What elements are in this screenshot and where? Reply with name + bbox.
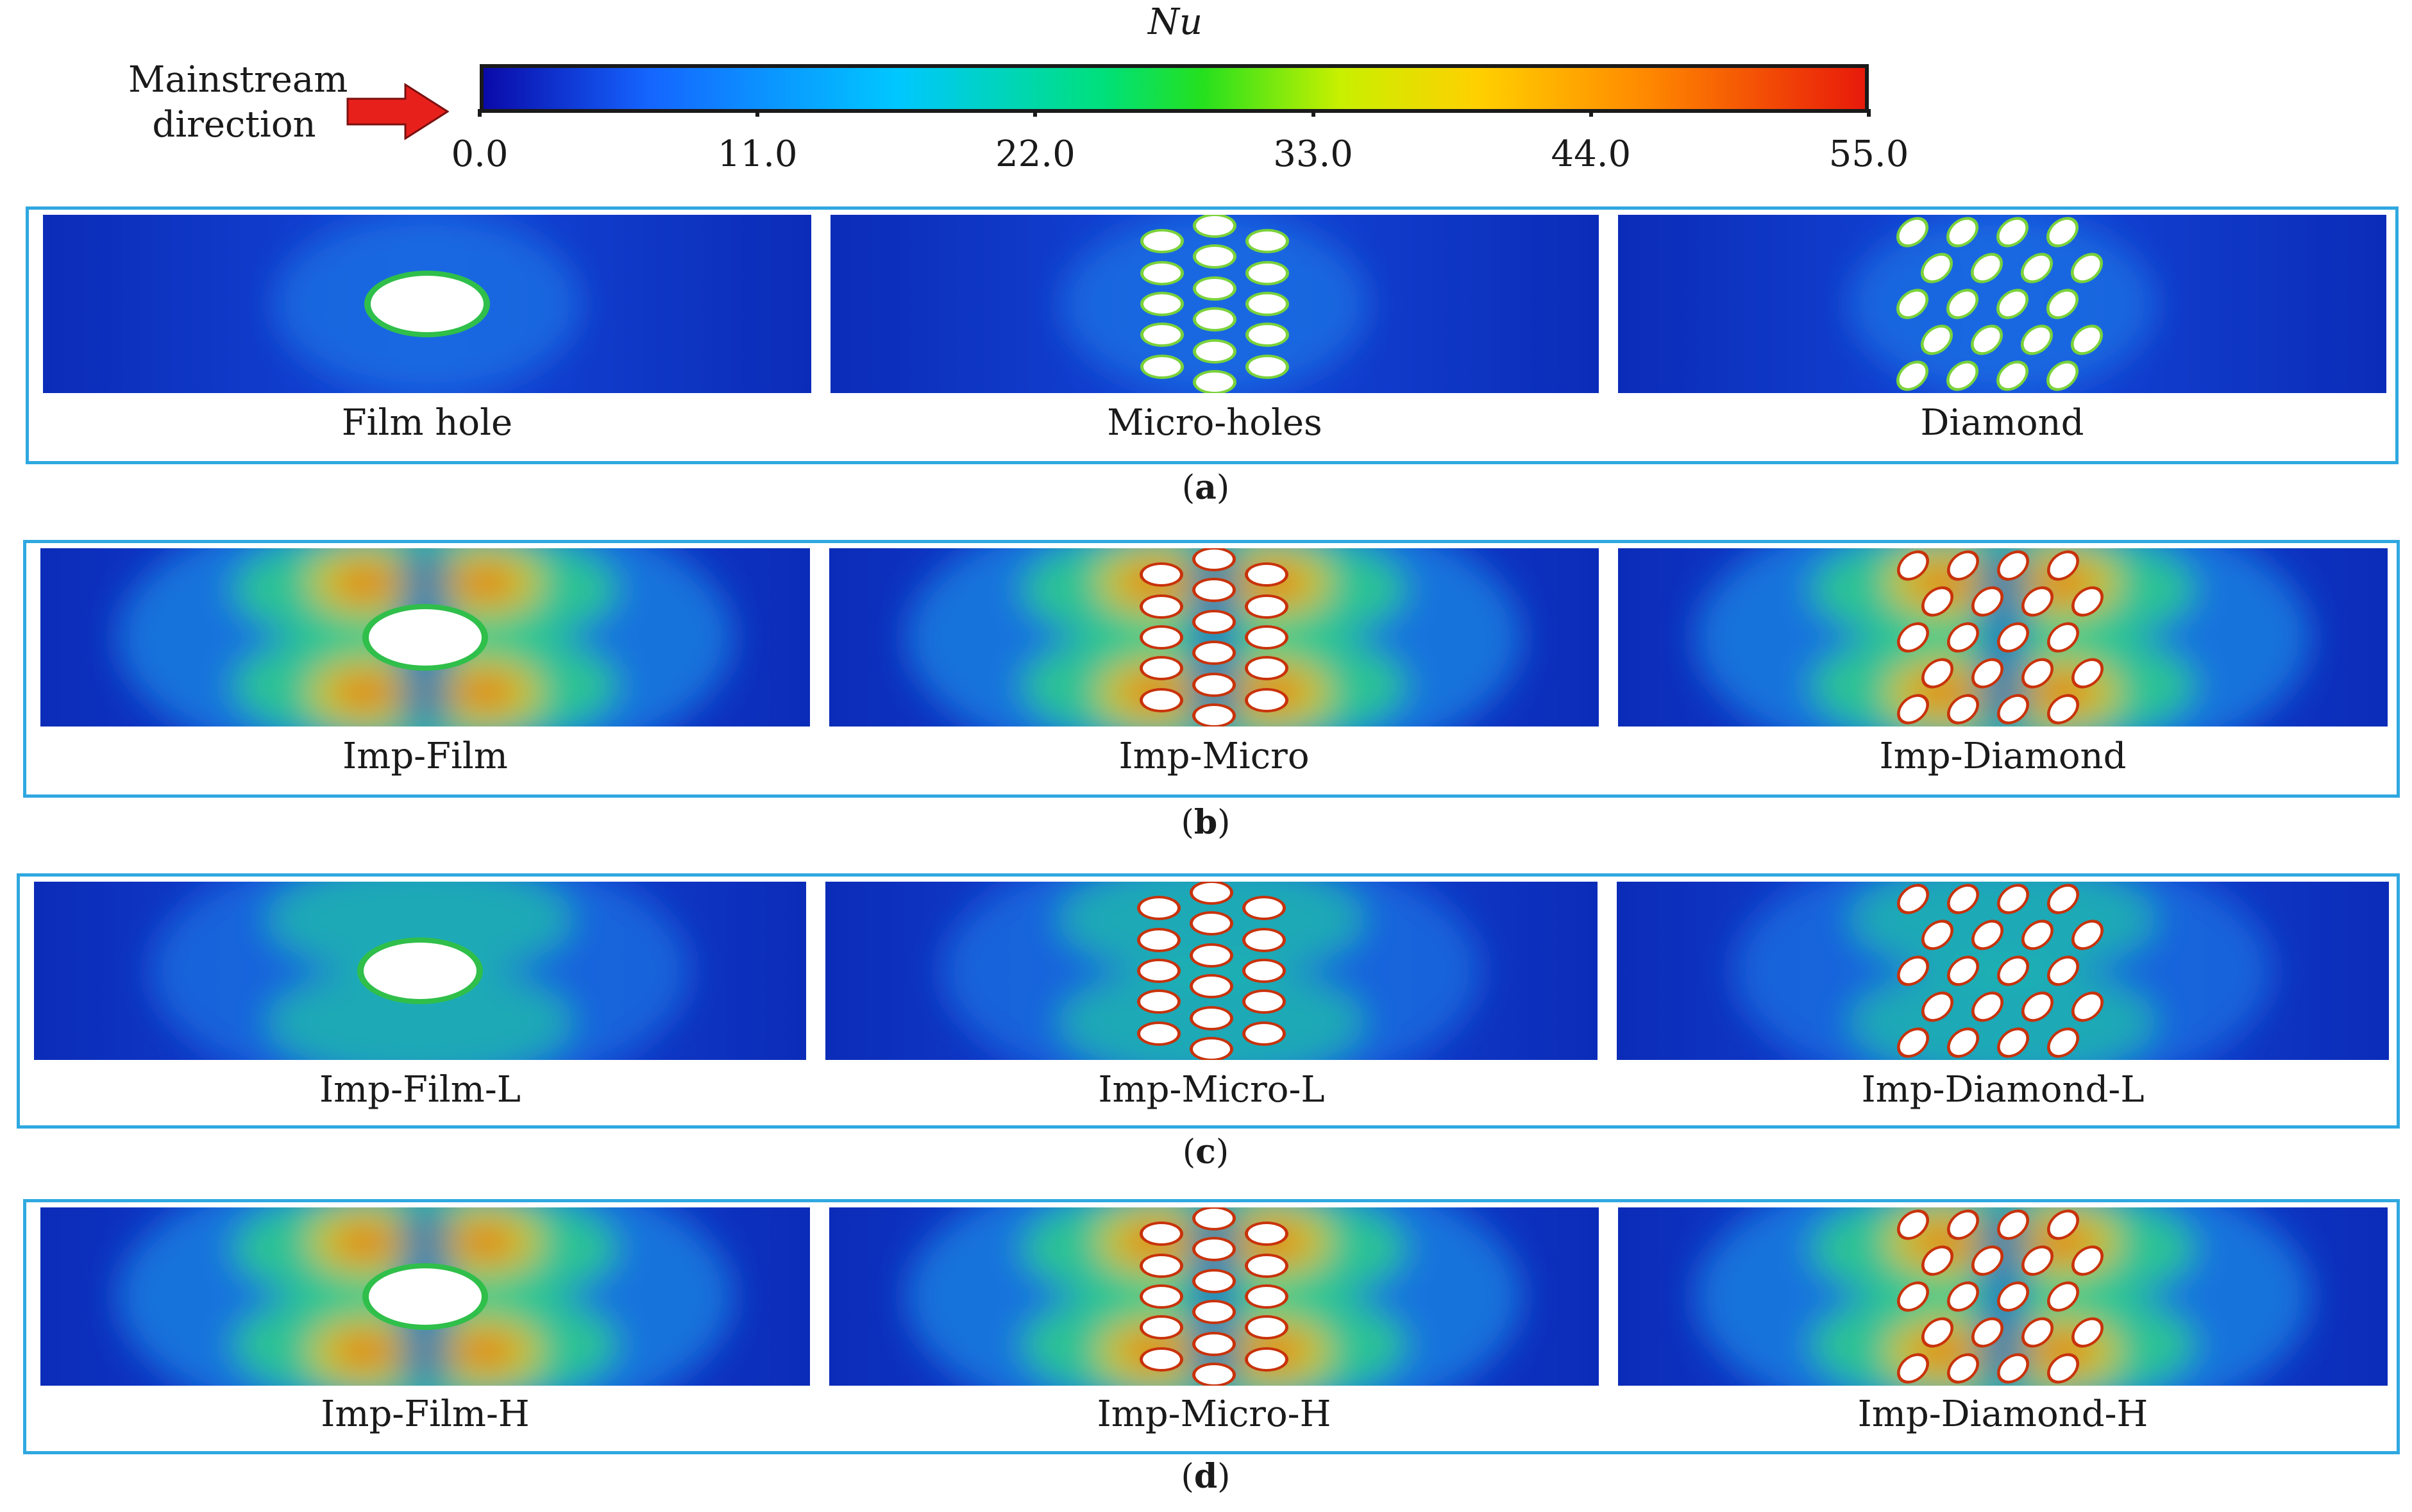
- colorbar-tick-label: 22.0: [995, 133, 1075, 175]
- panel-letter: d: [1193, 1457, 1218, 1496]
- colorbar-gradient: [480, 64, 1869, 113]
- nu-contour-field: [40, 1207, 810, 1386]
- case-label: Imp-Micro: [1118, 735, 1310, 777]
- colorbar-legend: Nu 0.0 11.0 22.0 33.0 44.0 55.0 Mainstream di…: [0, 0, 2412, 192]
- mainstream-arrow-icon: [346, 83, 449, 140]
- panel-caption: (d): [1181, 1457, 1231, 1496]
- case-micro: [829, 1207, 1599, 1386]
- nu-contour-field: [1618, 215, 2386, 393]
- panel-letter: b: [1193, 803, 1218, 842]
- case-label: Imp-Film-L: [319, 1069, 521, 1111]
- case-film: [40, 1207, 810, 1386]
- case-label: Imp-Micro-L: [1098, 1069, 1325, 1111]
- case-label: Diamond: [1920, 402, 2084, 444]
- colorbar-tick-mark: [1589, 109, 1593, 117]
- panel-caption: (b): [1181, 803, 1231, 842]
- case-label: Imp-Film-H: [321, 1393, 530, 1435]
- colorbar-tick-mark: [1033, 109, 1038, 117]
- colorbar-tick-label: 55.0: [1828, 133, 1909, 175]
- panel-caption: (a): [1181, 468, 1230, 507]
- mainstream-direction-label: Mainstream direction: [128, 58, 348, 147]
- nu-contour-field: [34, 882, 806, 1060]
- nu-contour-field: [1617, 882, 2389, 1060]
- case-diamond: [1617, 882, 2389, 1060]
- case-micro: [831, 215, 1599, 393]
- nu-contour-field: [1618, 548, 2388, 727]
- case-film: [43, 215, 811, 393]
- colorbar-tick-label: 33.0: [1273, 133, 1353, 175]
- case-label: Imp-Micro-H: [1097, 1393, 1331, 1435]
- case-label: Imp-Diamond-H: [1857, 1393, 2148, 1435]
- case-film: [34, 882, 806, 1060]
- panel-letter: a: [1195, 468, 1217, 507]
- case-diamond: [1618, 1207, 2388, 1386]
- panel-a: Film hole Micro-holes Diamond: [26, 206, 2399, 464]
- colorbar-tick-label: 0.0: [451, 133, 509, 175]
- colorbar-title: Nu: [1148, 1, 1203, 43]
- mainstream-label-line1: Mainstream: [128, 59, 348, 101]
- case-diamond: [1618, 548, 2388, 727]
- colorbar-tick-mark: [478, 109, 482, 117]
- colorbar-tick-mark: [1311, 109, 1315, 117]
- case-label: Imp-Film: [342, 735, 508, 777]
- nu-contour-field: [1618, 1207, 2388, 1386]
- panel-letter: c: [1195, 1132, 1216, 1172]
- case-micro: [829, 548, 1599, 727]
- panel-b: Imp-Film Imp-Micro Imp-Diamond: [23, 540, 2400, 798]
- nu-contour-field: [825, 882, 1598, 1060]
- panel-d: Imp-Film-H Imp-Micro-H Imp-Diamond-H: [23, 1199, 2400, 1454]
- nu-contour-field: [43, 215, 811, 393]
- colorbar-tick-mark: [755, 109, 760, 117]
- case-film: [40, 548, 810, 727]
- mainstream-label-line2: direction: [152, 104, 316, 146]
- case-label: Imp-Diamond: [1879, 735, 2127, 777]
- nu-contour-field: [829, 1207, 1599, 1386]
- nu-contour-field: [40, 548, 810, 727]
- case-label: Film hole: [341, 402, 513, 444]
- nu-contour-field: [829, 548, 1599, 727]
- colorbar-tick-label: 11.0: [717, 133, 798, 175]
- case-label: Imp-Diamond-L: [1861, 1069, 2145, 1111]
- case-micro: [825, 882, 1598, 1060]
- case-label: Micro-holes: [1107, 402, 1322, 444]
- case-diamond: [1618, 215, 2386, 393]
- panel-caption: (c): [1182, 1132, 1229, 1172]
- nu-contour-field: [831, 215, 1599, 393]
- panel-c: Imp-Film-L Imp-Micro-L Imp-Diamond-L: [17, 873, 2400, 1129]
- colorbar-tick-mark: [1867, 109, 1871, 117]
- colorbar-tick-label: 44.0: [1551, 133, 1632, 175]
